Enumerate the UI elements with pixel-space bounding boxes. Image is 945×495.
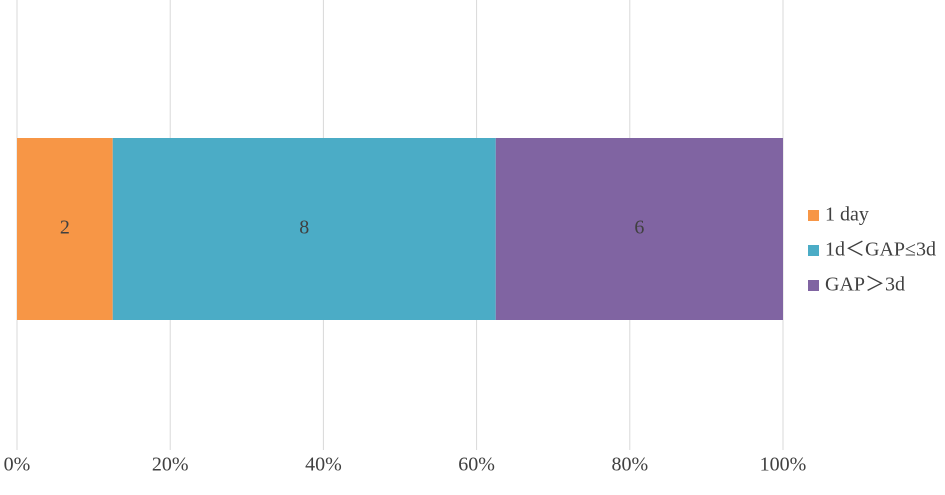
legend-label: 1d＜GAP≤3d [825,239,936,261]
legend-swatch [808,245,819,256]
bar-segment [112,138,496,320]
x-tick-label: 40% [305,454,342,476]
data-label: 6 [634,217,644,239]
legend-label: 1 day [825,204,869,226]
legend-swatch [808,280,819,291]
x-tick-label: 100% [760,454,807,476]
x-tick-label: 80% [611,454,648,476]
data-label: 2 [60,217,70,239]
x-tick-label: 20% [152,454,189,476]
x-tick-label: 0% [4,454,31,476]
data-label: 8 [299,217,309,239]
bar-segment [495,138,783,320]
legend-swatch [808,210,819,221]
legend-label: GAP＞3d [825,274,905,296]
x-tick-label: 60% [458,454,495,476]
bar-segment [17,138,113,320]
